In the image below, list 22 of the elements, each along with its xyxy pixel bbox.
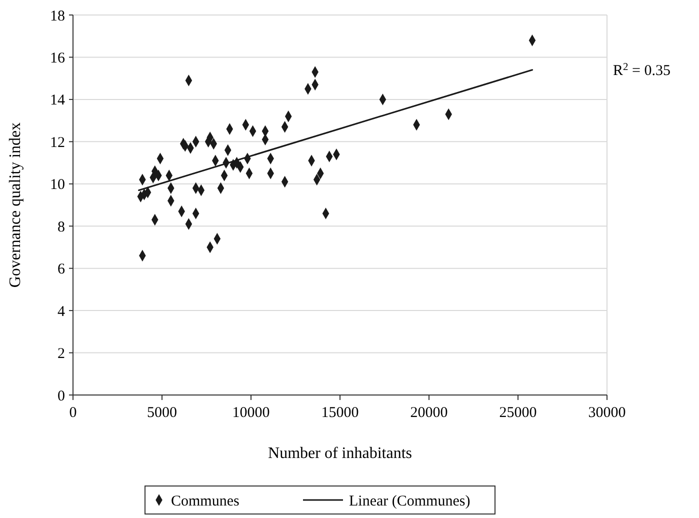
- y-tick-label: 2: [58, 346, 65, 362]
- text: R$^{2}$ = 0.35: [613, 62, 670, 80]
- y-tick-label: 14: [50, 92, 66, 109]
- y-tick-label: 0: [58, 388, 65, 404]
- y-tick-label: 18: [50, 8, 65, 24]
- x-tick-label: 10000: [232, 405, 270, 421]
- y-axis-title: Governance quality index: [7, 122, 24, 288]
- y-tick-label: 4: [58, 304, 66, 320]
- x-tick-label: 0: [69, 405, 77, 421]
- legend-label: Communes: [171, 493, 240, 510]
- y-tick-label: 8: [58, 219, 65, 236]
- y-tick-label: 6: [58, 262, 66, 278]
- x-axis-title: Number of inhabitants: [268, 445, 412, 462]
- y-tick-label: 16: [50, 50, 66, 66]
- y-tick-label: 10: [50, 177, 65, 194]
- x-tick-label: 30000: [588, 405, 626, 421]
- legend-label: Linear (Communes): [349, 493, 470, 510]
- y-tick-label: 12: [50, 134, 65, 151]
- x-tick-label: 20000: [410, 405, 448, 421]
- x-tick-label: 15000: [321, 405, 359, 421]
- x-tick-label: 25000: [499, 405, 537, 421]
- x-tick-label: 5000: [147, 405, 177, 421]
